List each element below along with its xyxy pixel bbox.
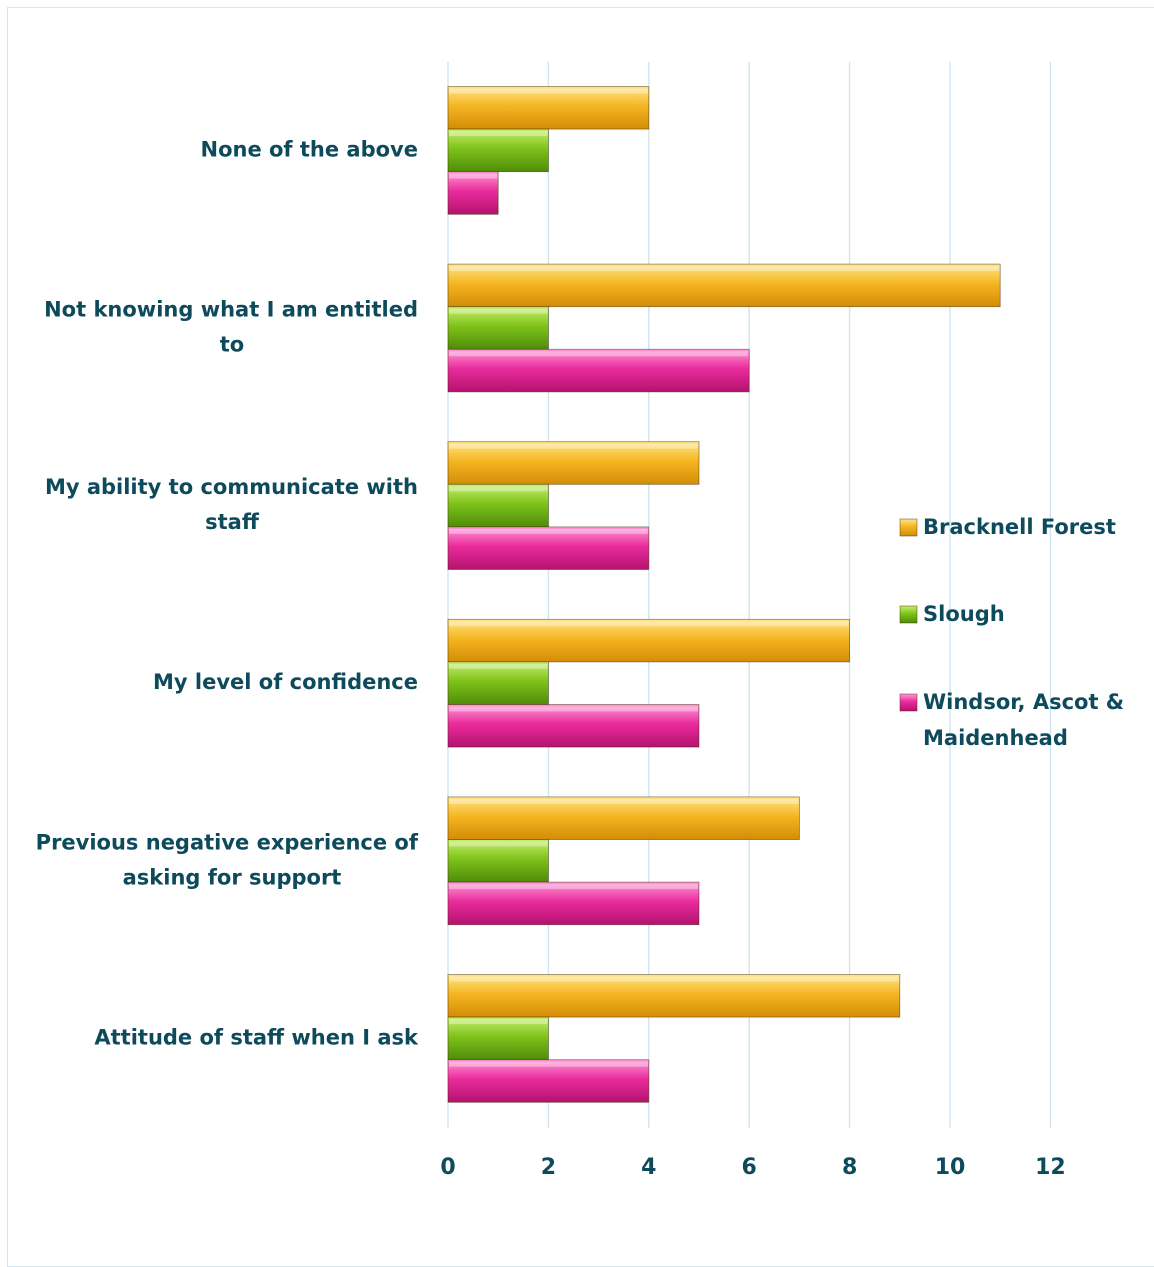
x-tick-label: 4 <box>641 1155 656 1180</box>
legend-label: Bracknell Forest <box>923 515 1116 539</box>
category-label: My level of confidence <box>153 670 418 694</box>
bar-highlight <box>449 841 548 847</box>
bar-highlight <box>449 621 849 627</box>
bar-highlight <box>449 131 548 137</box>
bar-highlight <box>449 443 698 449</box>
x-tick-label: 12 <box>1035 1155 1066 1180</box>
bar-highlight <box>449 308 548 314</box>
category-label: Previous negative experience of asking fo… <box>36 830 419 889</box>
bar-highlight <box>449 884 698 890</box>
x-tick-label: 6 <box>742 1155 757 1180</box>
bar-bracknell-forest <box>447 974 901 1018</box>
bar-highlight <box>449 173 498 179</box>
bar-highlight <box>449 486 548 492</box>
bar-slough <box>447 483 549 528</box>
category-label: My ability to communicate with staff <box>45 475 418 534</box>
bars <box>447 86 1001 1103</box>
category-label: Not knowing what I am entitled to <box>44 298 418 357</box>
bar-highlight <box>449 351 749 357</box>
category-label: Attitude of staff when I ask <box>94 1025 419 1049</box>
bar-bracknell-forest <box>447 796 800 840</box>
bar-slough <box>447 839 549 883</box>
bar-slough <box>447 1016 549 1061</box>
legend-label: Windsor, Ascot & Maidenhead <box>923 690 1124 750</box>
bar-windsor-ascot-maidenhead <box>447 881 700 926</box>
x-tick-label: 10 <box>935 1155 966 1180</box>
bar-windsor-ascot-maidenhead <box>447 1059 650 1103</box>
bar-highlight <box>449 798 799 804</box>
legend-swatch <box>899 693 918 712</box>
bar-windsor-ascot-maidenhead <box>447 348 750 393</box>
bar-highlight <box>449 88 648 94</box>
legend-label: Slough <box>923 602 1005 626</box>
category-labels: None of the above Not knowing what I am e… <box>36 137 419 1049</box>
bar-bracknell-forest <box>447 441 700 485</box>
x-tick-label: 8 <box>842 1155 857 1180</box>
bar-highlight <box>449 976 899 982</box>
bar-windsor-ascot-maidenhead <box>447 171 499 215</box>
bar-bracknell-forest <box>447 86 650 130</box>
bar-windsor-ascot-maidenhead <box>447 526 650 570</box>
x-tick-label: 0 <box>440 1155 455 1180</box>
bar-slough <box>447 661 549 705</box>
bar-highlight <box>449 1061 648 1067</box>
legend: Bracknell Forest Slough Windsor, Ascot & Ma… <box>899 515 1124 750</box>
legend-swatch <box>899 605 918 624</box>
bar-bracknell-forest <box>447 263 1001 308</box>
legend-swatch <box>899 518 918 537</box>
bar-slough <box>447 128 549 173</box>
bar-highlight <box>449 663 548 669</box>
bar-highlight <box>449 266 1000 272</box>
x-tick-label: 2 <box>541 1155 556 1180</box>
category-label: None of the above <box>201 137 419 161</box>
bar-slough <box>447 306 549 350</box>
bar-highlight <box>449 1019 548 1025</box>
bar-windsor-ascot-maidenhead <box>447 704 700 748</box>
bar-bracknell-forest <box>447 618 851 663</box>
gridlines <box>447 62 1052 1128</box>
bar-highlight <box>449 706 698 712</box>
x-axis-tick-labels: 0 2 4 6 8 10 12 <box>440 1155 1065 1180</box>
bar-highlight <box>449 528 648 534</box>
